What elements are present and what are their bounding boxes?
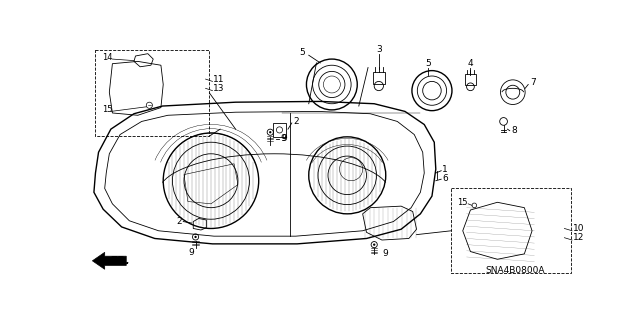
- Bar: [372, 72, 385, 85]
- Text: 5: 5: [300, 48, 305, 57]
- Text: 2: 2: [176, 217, 182, 226]
- Text: 7: 7: [530, 78, 536, 87]
- Text: 12: 12: [573, 233, 584, 242]
- Text: 13: 13: [213, 84, 225, 93]
- Text: 9: 9: [189, 248, 195, 257]
- Text: 9: 9: [280, 134, 286, 143]
- Text: 8: 8: [511, 126, 517, 135]
- Text: 15: 15: [458, 198, 468, 207]
- Text: 9: 9: [282, 134, 287, 143]
- Text: 15: 15: [102, 105, 112, 115]
- Circle shape: [195, 236, 196, 238]
- Circle shape: [373, 243, 375, 246]
- Bar: [451, 189, 570, 273]
- Text: 1: 1: [442, 165, 448, 174]
- Text: 10: 10: [573, 224, 584, 233]
- Text: SNA4B0800A: SNA4B0800A: [485, 266, 545, 275]
- Text: 3: 3: [376, 45, 381, 54]
- Bar: [465, 74, 476, 85]
- Text: 4: 4: [468, 59, 473, 68]
- Text: 2: 2: [293, 117, 299, 126]
- Text: 6: 6: [442, 174, 448, 183]
- Text: 11: 11: [213, 75, 225, 84]
- Polygon shape: [92, 252, 126, 269]
- Text: 5: 5: [425, 59, 431, 68]
- Text: FR.: FR.: [109, 256, 130, 266]
- Text: 14: 14: [102, 53, 112, 62]
- Text: 9: 9: [382, 249, 388, 258]
- Bar: [95, 50, 209, 136]
- Circle shape: [269, 131, 271, 133]
